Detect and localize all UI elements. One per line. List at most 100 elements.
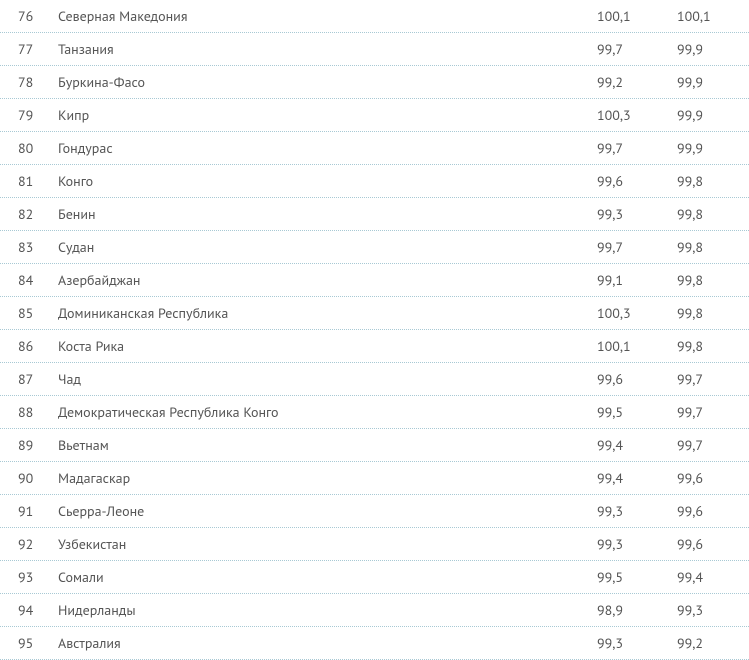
table-row: 95Австралия99,399,2 [0, 627, 749, 660]
rank-cell: 91 [0, 502, 58, 520]
value1-cell: 99,3 [597, 502, 677, 520]
table-row: 90Мадагаскар99,499,6 [0, 462, 749, 495]
value1-cell: 100,3 [597, 106, 677, 124]
country-cell: Азербайджан [58, 271, 597, 289]
table-row: 83Судан99,799,8 [0, 231, 749, 264]
country-cell: Сьерра-Леоне [58, 502, 597, 520]
value2-cell: 99,7 [677, 370, 749, 388]
table-row: 81Конго99,699,8 [0, 165, 749, 198]
country-cell: Доминиканская Республика [58, 304, 597, 322]
value2-cell: 99,8 [677, 271, 749, 289]
country-cell: Мадагаскар [58, 469, 597, 487]
table-row: 88Демократическая Республика Конго99,599… [0, 396, 749, 429]
rank-cell: 87 [0, 370, 58, 388]
value2-cell: 100,1 [677, 7, 749, 25]
value1-cell: 99,4 [597, 469, 677, 487]
table-row: 92Узбекистан99,399,6 [0, 528, 749, 561]
table-row: 94Нидерланды98,999,3 [0, 594, 749, 627]
table-row: 89Вьетнам99,499,7 [0, 429, 749, 462]
table-row: 87Чад99,699,7 [0, 363, 749, 396]
rank-cell: 77 [0, 40, 58, 58]
value1-cell: 99,3 [597, 205, 677, 223]
country-cell: Коста Рика [58, 337, 597, 355]
value1-cell: 100,1 [597, 7, 677, 25]
rank-cell: 79 [0, 106, 58, 124]
value2-cell: 99,4 [677, 568, 749, 586]
country-cell: Гондурас [58, 139, 597, 157]
value2-cell: 99,9 [677, 106, 749, 124]
value2-cell: 99,7 [677, 403, 749, 421]
country-cell: Чад [58, 370, 597, 388]
value1-cell: 99,7 [597, 238, 677, 256]
country-cell: Буркина-Фасо [58, 73, 597, 91]
table-row: 76Северная Македония100,1100,1 [0, 0, 749, 33]
rank-cell: 76 [0, 7, 58, 25]
country-cell: Узбекистан [58, 535, 597, 553]
rank-cell: 81 [0, 172, 58, 190]
rank-cell: 78 [0, 73, 58, 91]
value1-cell: 99,5 [597, 568, 677, 586]
rank-cell: 94 [0, 601, 58, 619]
rank-cell: 86 [0, 337, 58, 355]
value1-cell: 99,7 [597, 40, 677, 58]
country-cell: Демократическая Республика Конго [58, 403, 597, 421]
rank-cell: 89 [0, 436, 58, 454]
table-row: 82Бенин99,399,8 [0, 198, 749, 231]
rank-cell: 92 [0, 535, 58, 553]
table-row: 91Сьерра-Леоне99,399,6 [0, 495, 749, 528]
value1-cell: 99,6 [597, 172, 677, 190]
country-cell: Вьетнам [58, 436, 597, 454]
country-cell: Австралия [58, 634, 597, 652]
value1-cell: 99,3 [597, 634, 677, 652]
table-row: 78Буркина-Фасо99,299,9 [0, 66, 749, 99]
rank-cell: 95 [0, 634, 58, 652]
value2-cell: 99,2 [677, 634, 749, 652]
table-row: 84Азербайджан99,199,8 [0, 264, 749, 297]
country-cell: Судан [58, 238, 597, 256]
value2-cell: 99,7 [677, 436, 749, 454]
value2-cell: 99,6 [677, 535, 749, 553]
value2-cell: 99,6 [677, 502, 749, 520]
rank-cell: 82 [0, 205, 58, 223]
value2-cell: 99,8 [677, 172, 749, 190]
value1-cell: 100,1 [597, 337, 677, 355]
value1-cell: 99,3 [597, 535, 677, 553]
value2-cell: 99,9 [677, 139, 749, 157]
table-row: 79Кипр100,399,9 [0, 99, 749, 132]
table-row: 86Коста Рика100,199,8 [0, 330, 749, 363]
country-cell: Конго [58, 172, 597, 190]
value2-cell: 99,8 [677, 205, 749, 223]
value2-cell: 99,9 [677, 40, 749, 58]
country-cell: Бенин [58, 205, 597, 223]
data-table: 76Северная Македония100,1100,177Танзания… [0, 0, 749, 660]
table-row: 77Танзания99,799,9 [0, 33, 749, 66]
table-row: 85Доминиканская Республика100,399,8 [0, 297, 749, 330]
country-cell: Танзания [58, 40, 597, 58]
value1-cell: 99,7 [597, 139, 677, 157]
value1-cell: 99,5 [597, 403, 677, 421]
value2-cell: 99,8 [677, 304, 749, 322]
value2-cell: 99,3 [677, 601, 749, 619]
value1-cell: 100,3 [597, 304, 677, 322]
rank-cell: 84 [0, 271, 58, 289]
country-cell: Нидерланды [58, 601, 597, 619]
value1-cell: 99,6 [597, 370, 677, 388]
value1-cell: 99,4 [597, 436, 677, 454]
rank-cell: 88 [0, 403, 58, 421]
value2-cell: 99,8 [677, 238, 749, 256]
country-cell: Кипр [58, 106, 597, 124]
table-row: 93Сомали99,599,4 [0, 561, 749, 594]
rank-cell: 93 [0, 568, 58, 586]
rank-cell: 80 [0, 139, 58, 157]
value2-cell: 99,8 [677, 337, 749, 355]
country-cell: Северная Македония [58, 7, 597, 25]
table-row: 80Гондурас99,799,9 [0, 132, 749, 165]
country-cell: Сомали [58, 568, 597, 586]
rank-cell: 85 [0, 304, 58, 322]
rank-cell: 90 [0, 469, 58, 487]
value1-cell: 99,1 [597, 271, 677, 289]
value2-cell: 99,9 [677, 73, 749, 91]
rank-cell: 83 [0, 238, 58, 256]
value1-cell: 98,9 [597, 601, 677, 619]
value1-cell: 99,2 [597, 73, 677, 91]
